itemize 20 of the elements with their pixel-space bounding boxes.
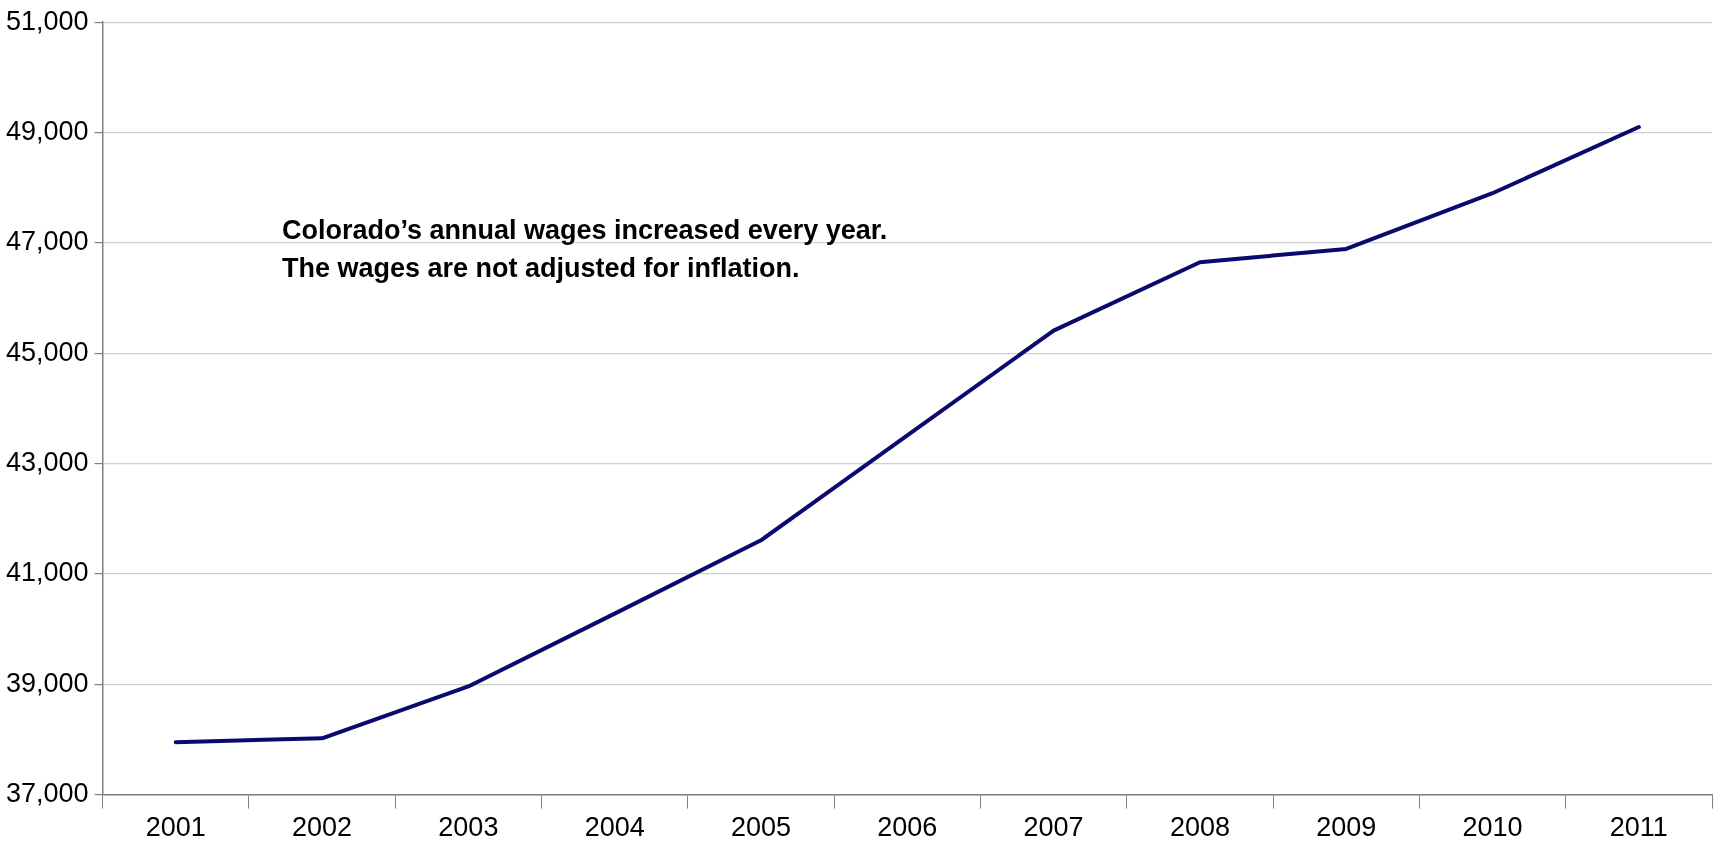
x-tick-label: 2002 — [292, 812, 353, 843]
x-tick-label: 2007 — [1023, 812, 1084, 843]
x-tick-label: 2010 — [1462, 812, 1523, 843]
annotation: Colorado’s annual wages increased every year. The wages are not adjusted for inflation. — [282, 215, 888, 284]
y-tick-label: 43,000 — [5, 447, 89, 478]
y-tick-label: 51,000 — [5, 5, 89, 36]
x-tick-label: 2006 — [877, 812, 938, 843]
y-tick-label: 37,000 — [5, 778, 89, 809]
y-tick-label: 39,000 — [5, 667, 89, 698]
y-tick-label: 45,000 — [5, 336, 89, 367]
x-tick-label: 2005 — [730, 812, 792, 843]
x-tick-label: 2011 — [1609, 812, 1668, 843]
x-tick-label: 2009 — [1316, 812, 1377, 843]
x-tick-label: 2003 — [438, 812, 499, 843]
y-tick-label: 41,000 — [5, 557, 89, 588]
y-tick-label: 49,000 — [5, 116, 89, 146]
x-tick-label: 2001 — [145, 812, 206, 843]
x-tick-label: 2004 — [584, 812, 645, 843]
x-tick-label: 2008 — [1169, 812, 1230, 843]
y-tick-label: 47,000 — [5, 226, 89, 257]
